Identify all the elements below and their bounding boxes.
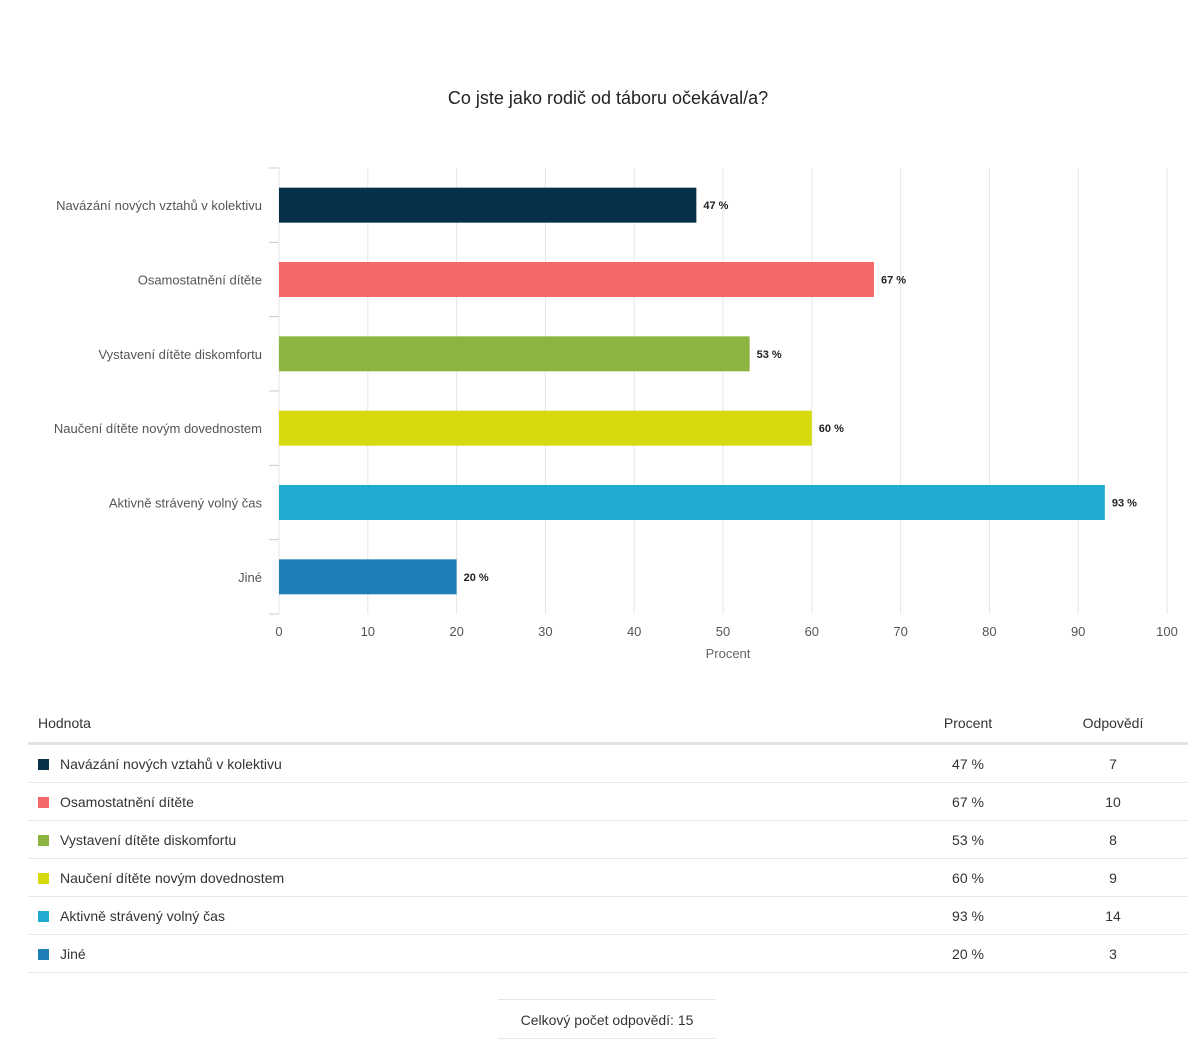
row-count: 7 [1038, 743, 1188, 783]
x-tick-label: 50 [716, 624, 730, 639]
legend-swatch [38, 910, 49, 922]
data-label: 93 % [1112, 498, 1137, 510]
x-tick-label: 80 [982, 624, 996, 639]
header-odpovedi: Odpovědí [1038, 704, 1188, 745]
row-label: Naučení dítěte novým dovednostem [60, 869, 285, 886]
x-tick-label: 70 [893, 624, 907, 639]
bar[interactable] [279, 485, 1105, 520]
table-row: Navázání nových vztahů v kolektivu 47 % … [28, 743, 1188, 783]
table-row: Osamostatnění dítěte 67 % 10 [28, 782, 1188, 821]
table-header-row: Hodnota Procent Odpovědí [28, 704, 1188, 745]
data-label: 53 % [757, 349, 782, 361]
row-label: Vystavení dítěte diskomfortu [60, 831, 237, 848]
data-label: 60 % [819, 423, 844, 435]
row-label: Jiné [60, 945, 86, 962]
data-label: 20 % [464, 572, 489, 584]
bar[interactable] [279, 559, 457, 595]
legend-swatch [38, 796, 49, 808]
chart-container: Co jste jako rodič od táboru očekával/a?… [54, 88, 1178, 661]
row-percent: 93 % [898, 896, 1038, 935]
data-label: 67 % [881, 275, 906, 287]
row-label-cell: Vystavení dítěte diskomfortu [28, 820, 898, 859]
row-count: 9 [1038, 858, 1188, 897]
table-row: Vystavení dítěte diskomfortu 53 % 8 [28, 820, 1188, 859]
legend-swatch [38, 758, 49, 770]
category-label: Navázání nových vztahů v kolektivu [56, 198, 262, 213]
row-percent: 60 % [898, 858, 1038, 897]
category-label: Vystavení dítěte diskomfortu [98, 347, 262, 362]
table-row: Jiné 20 % 3 [28, 934, 1188, 973]
row-percent: 53 % [898, 820, 1038, 859]
table-row: Naučení dítěte novým dovednostem 60 % 9 [28, 858, 1188, 897]
row-label-cell: Osamostatnění dítěte [28, 782, 898, 821]
bar[interactable] [279, 187, 697, 223]
row-label-cell: Jiné [28, 934, 898, 973]
row-count: 8 [1038, 820, 1188, 859]
total-responses: Celkový počet odpovědí: 15 [498, 999, 716, 1039]
row-label-cell: Aktivně strávený volný čas [28, 896, 898, 935]
legend-swatch [38, 834, 49, 846]
category-label: Aktivně strávený volný čas [109, 496, 263, 511]
x-tick-label: 20 [449, 624, 463, 639]
x-tick-label: 40 [627, 624, 641, 639]
header-procent: Procent [898, 704, 1038, 745]
chart-title: Co jste jako rodič od táboru očekával/a? [448, 88, 768, 108]
row-label-cell: Naučení dítěte novým dovednostem [28, 858, 898, 897]
header-hodnota: Hodnota [28, 704, 898, 745]
row-label: Navázání nových vztahů v kolektivu [60, 755, 282, 772]
x-tick-label: 90 [1071, 624, 1085, 639]
bar[interactable] [279, 410, 812, 446]
category-label: Jiné [238, 570, 262, 585]
bar[interactable] [279, 262, 874, 297]
row-percent: 47 % [898, 743, 1038, 783]
legend-swatch [38, 872, 49, 884]
bar[interactable] [279, 336, 750, 372]
row-label-cell: Navázání nových vztahů v kolektivu [28, 743, 898, 783]
row-percent: 67 % [898, 782, 1038, 821]
x-tick-label: 0 [275, 624, 282, 639]
row-count: 10 [1038, 782, 1188, 821]
row-percent: 20 % [898, 934, 1038, 973]
x-axis-title: Procent [706, 646, 751, 661]
row-count: 14 [1038, 896, 1188, 935]
row-label: Osamostatnění dítěte [60, 793, 194, 810]
x-tick-label: 30 [538, 624, 552, 639]
table-row: Aktivně strávený volný čas 93 % 14 [28, 896, 1188, 935]
x-tick-label: 10 [361, 624, 375, 639]
data-label: 47 % [703, 200, 728, 212]
category-label: Naučení dítěte novým dovednostem [54, 421, 262, 436]
legend-swatch [38, 948, 49, 960]
category-label: Osamostatnění dítěte [138, 273, 262, 288]
row-label: Aktivně strávený volný čas [60, 907, 225, 924]
bar-chart: Co jste jako rodič od táboru očekával/a?… [54, 88, 1178, 661]
x-tick-label: 100 [1156, 624, 1178, 639]
row-count: 3 [1038, 934, 1188, 973]
results-table: Hodnota Procent Odpovědí Navázání nových… [28, 704, 1188, 973]
x-tick-label: 60 [805, 624, 819, 639]
